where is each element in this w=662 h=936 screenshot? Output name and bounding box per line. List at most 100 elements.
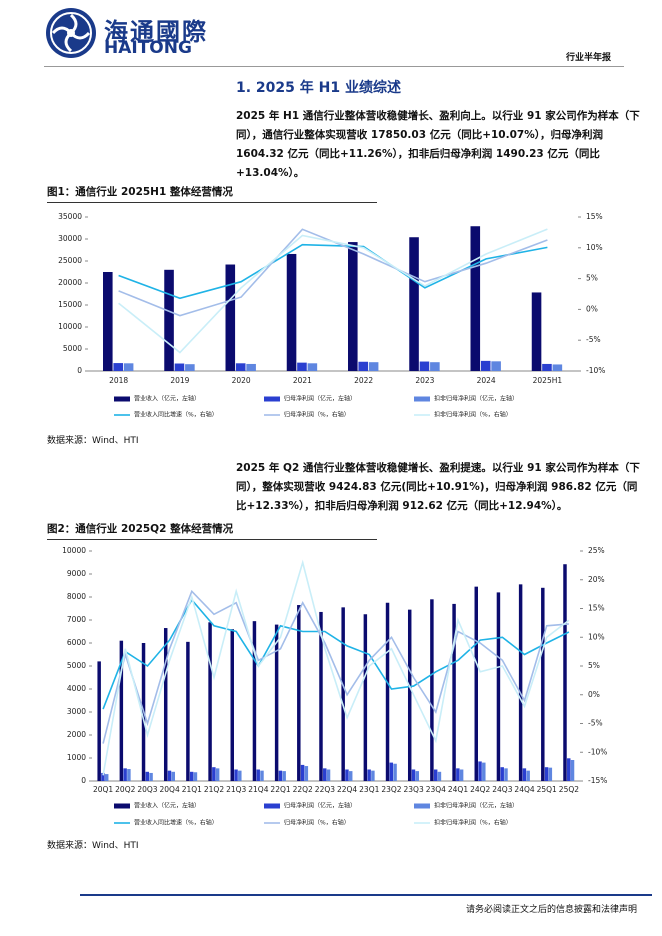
bar [297,605,301,781]
x-tick-label: 20Q4 [160,785,180,794]
bar [212,767,216,781]
bar [363,614,368,781]
bar [238,770,242,781]
bar [252,621,257,781]
bar [300,764,305,781]
bar [230,629,234,781]
y-tick-label: 10000 [62,546,86,555]
bar [323,768,327,781]
legend-label: 营业收入同比增速（%，右轴） [134,819,218,827]
bar [491,361,501,371]
logo-en: HAITONG [104,38,192,58]
x-tick-label: 21Q4 [248,785,268,794]
bar [385,602,390,781]
x-tick-label: 20Q2 [115,785,135,794]
y2-tick-label: 0% [588,690,600,699]
x-tick-label: 24Q2 [470,785,490,794]
bar [97,661,101,781]
figure-title: 图1：通信行业 2025H1 整体经营情况 [47,184,377,203]
y-tick-label: 5000 [63,344,82,353]
x-tick-label: 21Q1 [182,785,202,794]
y2-tick-label: 15% [586,212,603,221]
y-tick-label: 25000 [58,256,82,265]
bar [193,772,198,781]
x-tick-label: 2020 [232,376,251,385]
chart: 0 5000 10000 15000 20000 25000 30000 35000 -10% -… [58,212,605,419]
x-tick-label: 2025H1 [533,376,563,385]
bar [570,760,575,781]
bar [164,269,174,371]
bar [474,586,478,781]
footer: 请务必阅读正文之后的信息披露和法律声明 [466,905,638,915]
legend-label: 扣非归母净利润（%，右轴） [434,411,512,419]
paragraph: 2025 年 Q2 通信行业整体营收稳健增长、盈利提速。以行业 91 家公司作为… [236,462,640,512]
bar [119,640,124,781]
bar [234,769,238,781]
y-tick-label: 9000 [67,569,86,578]
bar [215,768,220,781]
x-tick-label: 22Q1 [270,785,290,794]
legend-label: 营业收入（亿元，左轴） [134,395,200,403]
section-title: 1. 2025 年 H1 业绩综述 [236,80,401,96]
legend-label: 归母净利润（亿元，左轴） [284,802,356,810]
x-tick-label: 23Q1 [359,785,379,794]
x-tick-label: 2019 [170,376,189,385]
bar [123,768,127,781]
y-tick-label: 5000 [67,661,86,670]
header-rule [44,66,624,67]
bar [415,771,419,781]
legend-swatch [414,803,430,809]
bar [522,768,527,781]
bar [145,771,150,781]
x-tick-label: 2024 [477,376,496,385]
x-tick-label: 25Q1 [537,785,557,794]
legend-label: 扣非归母净利润（亿元，左轴） [434,802,518,810]
x-tick-label: 25Q2 [559,785,579,794]
bar [371,770,375,781]
bar [456,768,460,781]
legend-label: 营业收入同比增速（%，右轴） [134,411,218,419]
bar [246,363,256,371]
bar [104,774,109,781]
x-tick-label: 2022 [354,376,373,385]
bar [307,363,318,371]
bar [470,226,481,371]
bar [319,611,323,781]
y-tick-label: 6000 [67,638,86,647]
bar [286,253,297,371]
x-tick-label: 2023 [415,376,434,385]
bar [260,770,264,781]
bar [297,362,307,371]
y-tick-label: 10000 [58,322,82,331]
bar [225,264,236,371]
paragraph: 2025 年 H1 通信行业整体营收稳健增长、盈利向上。以行业 91 家公司作为… [236,110,640,179]
bar [548,767,553,781]
bar [504,768,508,781]
y-tick-label: 3000 [67,707,86,716]
line [118,228,548,354]
x-tick-label: 21Q3 [226,785,246,794]
x-tick-label: 21Q2 [204,785,224,794]
bar [278,770,283,781]
x-tick-label: 22Q3 [315,785,335,794]
y2-tick-label: -5% [588,719,603,728]
bar [123,363,134,371]
line [118,243,548,300]
bar [480,360,491,371]
bar [149,772,153,781]
bar [103,272,113,371]
y-tick-label: 20000 [58,278,82,287]
bar [256,769,260,781]
bar [171,771,175,781]
x-tick-label: 23Q4 [426,785,446,794]
x-tick-label: 22Q4 [337,785,357,794]
bar [174,363,185,371]
bar [459,769,464,781]
y-tick-label: 0 [81,776,86,785]
y-tick-label: 7000 [67,615,86,624]
bar [304,766,309,781]
footer-rule [80,894,652,896]
bar [101,772,105,781]
x-tick-label: 24Q4 [514,785,534,794]
bar [478,761,482,781]
